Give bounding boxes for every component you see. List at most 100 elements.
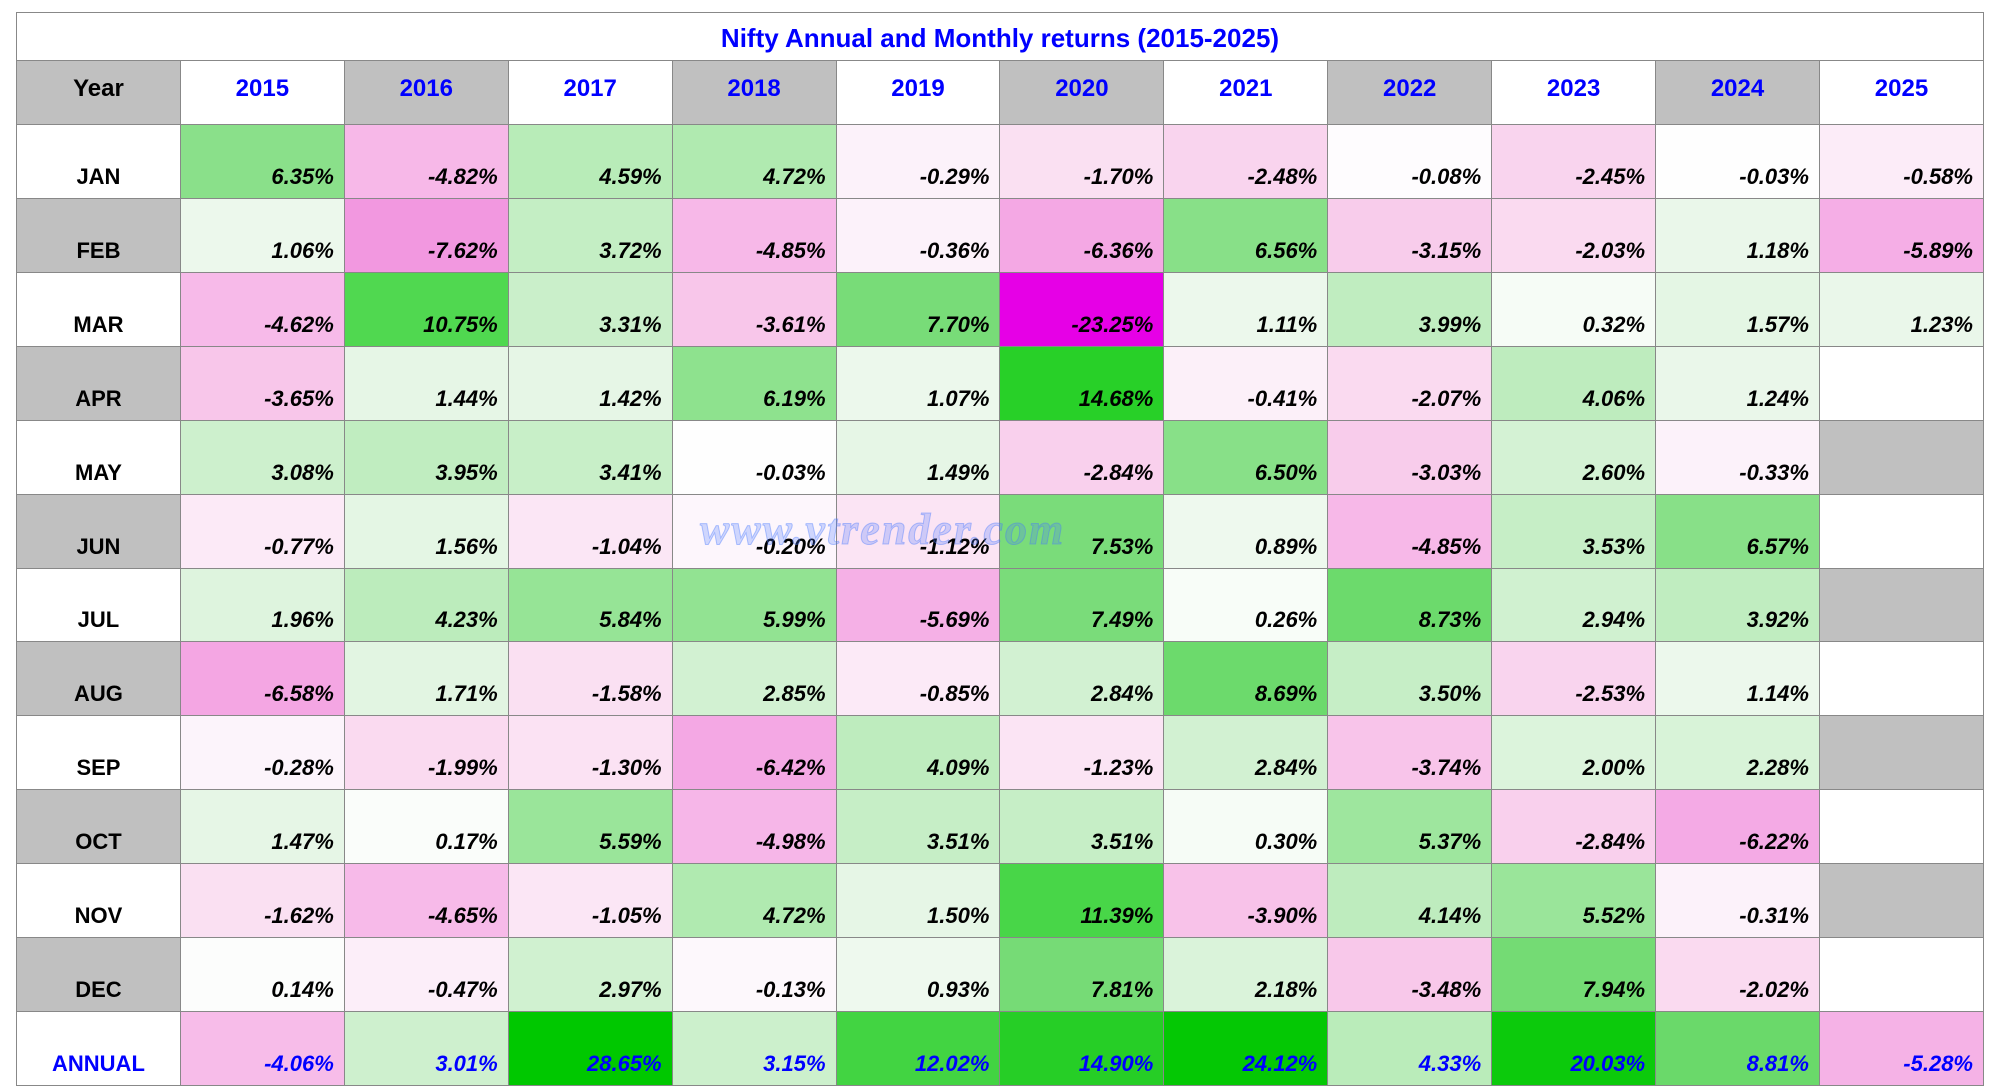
month-header: SEP <box>17 716 181 790</box>
table-row: DEC0.14%-0.47%2.97%-0.13%0.93%7.81%2.18%… <box>17 938 1984 1012</box>
year-header: 2024 <box>1656 61 1820 125</box>
data-cell: 4.72% <box>672 125 836 199</box>
month-header: JAN <box>17 125 181 199</box>
data-cell: 1.44% <box>344 346 508 420</box>
data-cell: 4.72% <box>672 864 836 938</box>
data-cell: -0.31% <box>1656 864 1820 938</box>
annual-cell: 12.02% <box>836 1012 1000 1086</box>
data-cell: 11.39% <box>1000 864 1164 938</box>
data-cell: -0.03% <box>672 420 836 494</box>
data-cell: -2.53% <box>1492 642 1656 716</box>
data-cell: 6.35% <box>180 125 344 199</box>
data-cell: 1.07% <box>836 346 1000 420</box>
data-cell: 10.75% <box>344 272 508 346</box>
data-cell: 1.24% <box>1656 346 1820 420</box>
data-cell: -1.58% <box>508 642 672 716</box>
data-cell: 0.14% <box>180 938 344 1012</box>
data-cell: 4.14% <box>1328 864 1492 938</box>
data-cell <box>1819 864 1983 938</box>
data-cell: -1.05% <box>508 864 672 938</box>
data-cell: -3.03% <box>1328 420 1492 494</box>
data-cell: -6.58% <box>180 642 344 716</box>
data-cell: 2.60% <box>1492 420 1656 494</box>
data-cell <box>1819 790 1983 864</box>
data-cell: 1.42% <box>508 346 672 420</box>
annual-cell: 20.03% <box>1492 1012 1656 1086</box>
corner-cell: Year <box>17 61 181 125</box>
month-header: FEB <box>17 198 181 272</box>
data-cell: -0.03% <box>1656 125 1820 199</box>
table-row: MAY3.08%3.95%3.41%-0.03%1.49%-2.84%6.50%… <box>17 420 1984 494</box>
data-cell: 5.59% <box>508 790 672 864</box>
data-cell: 0.89% <box>1164 494 1328 568</box>
month-header: MAR <box>17 272 181 346</box>
data-cell: 4.06% <box>1492 346 1656 420</box>
data-cell: -4.82% <box>344 125 508 199</box>
table-row: APR-3.65%1.44%1.42%6.19%1.07%14.68%-0.41… <box>17 346 1984 420</box>
data-cell: -3.90% <box>1164 864 1328 938</box>
data-cell: -5.69% <box>836 568 1000 642</box>
data-cell: -3.65% <box>180 346 344 420</box>
data-cell: -2.03% <box>1492 198 1656 272</box>
data-cell: -7.62% <box>344 198 508 272</box>
data-cell: -1.62% <box>180 864 344 938</box>
data-cell: 1.56% <box>344 494 508 568</box>
data-cell: 7.70% <box>836 272 1000 346</box>
data-cell: -0.33% <box>1656 420 1820 494</box>
data-cell: -0.29% <box>836 125 1000 199</box>
month-header: OCT <box>17 790 181 864</box>
data-cell: 1.50% <box>836 864 1000 938</box>
data-cell: 0.17% <box>344 790 508 864</box>
data-cell: -6.22% <box>1656 790 1820 864</box>
data-cell: -1.12% <box>836 494 1000 568</box>
data-cell: 2.84% <box>1000 642 1164 716</box>
data-cell: -1.04% <box>508 494 672 568</box>
data-cell: 1.23% <box>1819 272 1983 346</box>
data-cell: 8.73% <box>1328 568 1492 642</box>
data-cell: -4.85% <box>1328 494 1492 568</box>
data-cell: -6.42% <box>672 716 836 790</box>
data-cell: -4.62% <box>180 272 344 346</box>
data-cell: 1.18% <box>1656 198 1820 272</box>
data-cell <box>1819 494 1983 568</box>
data-cell: 2.97% <box>508 938 672 1012</box>
data-cell: 3.92% <box>1656 568 1820 642</box>
table-row: MAR-4.62%10.75%3.31%-3.61%7.70%-23.25%1.… <box>17 272 1984 346</box>
data-cell: 1.71% <box>344 642 508 716</box>
data-cell: 2.84% <box>1164 716 1328 790</box>
annual-cell: 28.65% <box>508 1012 672 1086</box>
year-header: 2020 <box>1000 61 1164 125</box>
data-cell: -1.99% <box>344 716 508 790</box>
table-container: www.vtrender.com Nifty Annual and Monthl… <box>0 0 2000 1050</box>
data-cell: 3.08% <box>180 420 344 494</box>
data-cell: 7.53% <box>1000 494 1164 568</box>
annual-row: ANNUAL-4.06%3.01%28.65%3.15%12.02%14.90%… <box>17 1012 1984 1086</box>
table-row: AUG-6.58%1.71%-1.58%2.85%-0.85%2.84%8.69… <box>17 642 1984 716</box>
data-cell <box>1819 642 1983 716</box>
month-header: AUG <box>17 642 181 716</box>
annual-header: ANNUAL <box>17 1012 181 1086</box>
data-cell: 8.69% <box>1164 642 1328 716</box>
data-cell: 0.32% <box>1492 272 1656 346</box>
data-cell: -0.77% <box>180 494 344 568</box>
data-cell: 0.30% <box>1164 790 1328 864</box>
month-header: JUN <box>17 494 181 568</box>
data-cell: 14.68% <box>1000 346 1164 420</box>
annual-cell: 3.01% <box>344 1012 508 1086</box>
data-cell: 7.94% <box>1492 938 1656 1012</box>
data-cell: -1.30% <box>508 716 672 790</box>
data-cell: -4.85% <box>672 198 836 272</box>
data-cell: 4.59% <box>508 125 672 199</box>
year-header: 2018 <box>672 61 836 125</box>
data-cell <box>1819 938 1983 1012</box>
data-cell: 0.26% <box>1164 568 1328 642</box>
data-cell: 2.28% <box>1656 716 1820 790</box>
year-header: 2017 <box>508 61 672 125</box>
data-cell: -23.25% <box>1000 272 1164 346</box>
month-header: MAY <box>17 420 181 494</box>
data-cell: 3.95% <box>344 420 508 494</box>
data-cell: 2.18% <box>1164 938 1328 1012</box>
data-cell: 6.19% <box>672 346 836 420</box>
data-cell: 1.96% <box>180 568 344 642</box>
data-cell: -2.07% <box>1328 346 1492 420</box>
